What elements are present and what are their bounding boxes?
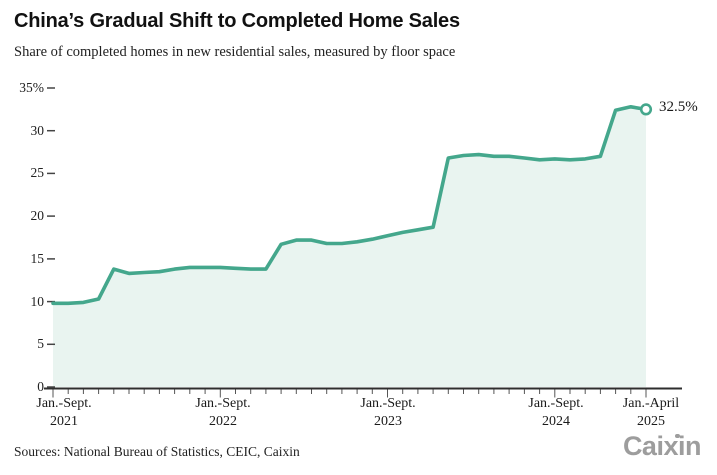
y-axis-label: 35% [19,80,44,95]
x-axis-label: Jan.-Sept. 2022 [195,396,251,429]
caixin-logo-text: Cai [622,431,664,461]
chart-title: China’s Gradual Shift to Completed Home … [14,10,460,32]
y-axis-label: 15 [30,251,45,266]
caixin-logo-x: x [663,431,679,461]
y-axis-label: 10 [30,294,45,309]
chart-subtitle: Share of completed homes in new resident… [14,44,456,60]
x-axis-label: Jan.-Sept. 2021 [36,396,92,429]
y-axis-label: 25 [30,165,45,180]
x-axis-label: Jan.-Sept. 2023 [360,396,416,429]
area-fill [53,106,646,388]
y-axis-label: 20 [30,208,45,223]
y-axis-label: 30 [30,123,45,138]
sources-note: Sources: National Bureau of Statistics, … [14,444,300,459]
caixin-logo-text: in [678,431,702,461]
caixin-logo: Caixin [622,431,702,462]
y-axis-label: 5 [37,336,44,351]
end-value-label: 32.5% [659,99,698,115]
data-line [51,105,648,306]
y-axis-label: 0 [37,379,44,394]
end-point-marker [639,103,653,116]
x-axis-label: Jan.-Sept. 2024 [528,396,584,429]
x-axis-label: Jan.-April 2025 [622,396,680,429]
